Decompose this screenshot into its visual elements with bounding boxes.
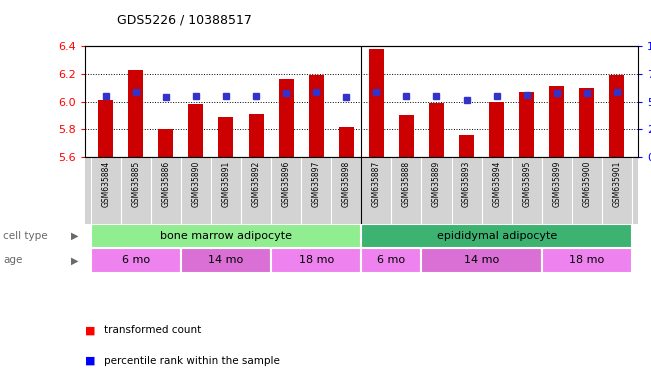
Bar <box>369 49 384 157</box>
Bar <box>279 79 294 157</box>
Text: 14 mo: 14 mo <box>464 255 499 265</box>
Bar <box>361 248 421 273</box>
Text: GSM635887: GSM635887 <box>372 161 381 207</box>
Bar <box>90 224 361 248</box>
Text: ▶: ▶ <box>70 255 78 265</box>
Text: GSM635888: GSM635888 <box>402 161 411 207</box>
Text: GSM635894: GSM635894 <box>492 161 501 207</box>
Bar <box>271 248 361 273</box>
Bar <box>421 248 542 273</box>
Bar <box>609 75 624 157</box>
Text: percentile rank within the sample: percentile rank within the sample <box>104 356 280 366</box>
Bar <box>90 248 181 273</box>
Text: bone marrow adipocyte: bone marrow adipocyte <box>160 231 292 241</box>
Text: GSM635897: GSM635897 <box>312 161 321 207</box>
Text: GSM635893: GSM635893 <box>462 161 471 207</box>
Text: GSM635895: GSM635895 <box>522 161 531 207</box>
Bar <box>489 102 504 157</box>
Bar <box>98 100 113 157</box>
Bar <box>158 129 173 157</box>
Bar <box>361 224 632 248</box>
Bar <box>429 103 444 157</box>
Bar <box>309 75 324 157</box>
Text: epididymal adipocyte: epididymal adipocyte <box>437 231 557 241</box>
Bar <box>542 248 632 273</box>
Text: transformed count: transformed count <box>104 325 201 335</box>
Text: GSM635890: GSM635890 <box>191 161 201 207</box>
Bar <box>249 114 264 157</box>
Text: GSM635901: GSM635901 <box>613 161 622 207</box>
Bar <box>519 92 534 157</box>
Text: 18 mo: 18 mo <box>569 255 605 265</box>
Text: 6 mo: 6 mo <box>378 255 406 265</box>
Bar <box>128 70 143 157</box>
Text: GSM635898: GSM635898 <box>342 161 351 207</box>
Text: ■: ■ <box>85 356 95 366</box>
Text: GSM635896: GSM635896 <box>282 161 290 207</box>
Text: GSM635900: GSM635900 <box>583 161 591 207</box>
Text: cell type: cell type <box>3 231 48 241</box>
Bar <box>549 86 564 157</box>
Bar <box>188 104 203 157</box>
Bar <box>339 127 353 157</box>
Text: age: age <box>3 255 23 265</box>
Bar <box>459 135 474 157</box>
Text: GDS5226 / 10388517: GDS5226 / 10388517 <box>117 14 252 27</box>
Text: GSM635892: GSM635892 <box>251 161 260 207</box>
Text: GSM635886: GSM635886 <box>161 161 171 207</box>
Text: ▶: ▶ <box>70 231 78 241</box>
Text: GSM635884: GSM635884 <box>101 161 110 207</box>
Text: 14 mo: 14 mo <box>208 255 243 265</box>
Text: 6 mo: 6 mo <box>122 255 150 265</box>
Bar <box>579 88 594 157</box>
Text: GSM635899: GSM635899 <box>552 161 561 207</box>
Text: GSM635885: GSM635885 <box>132 161 140 207</box>
Text: GSM635891: GSM635891 <box>221 161 230 207</box>
Bar <box>399 116 414 157</box>
Bar <box>181 248 271 273</box>
Text: GSM635889: GSM635889 <box>432 161 441 207</box>
Bar <box>219 117 234 157</box>
Text: ■: ■ <box>85 325 95 335</box>
Text: 18 mo: 18 mo <box>299 255 334 265</box>
